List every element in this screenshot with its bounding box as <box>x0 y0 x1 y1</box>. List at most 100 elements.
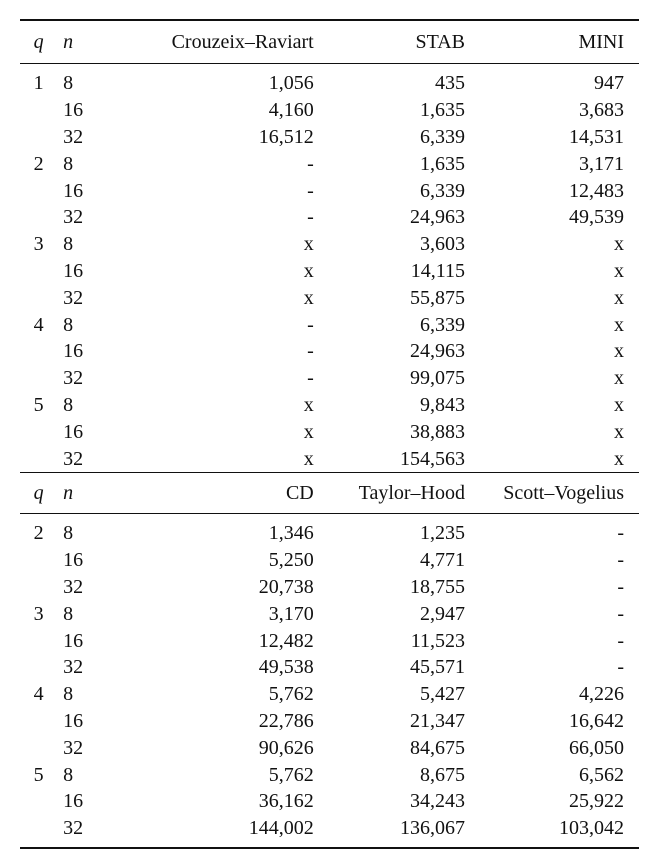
table2-cell-col-a: 1,346 <box>115 512 314 547</box>
table2-cell-col-a: 5,250 <box>268 549 314 572</box>
table1-cell-col-a: x <box>303 420 314 443</box>
table1-cell-n: 16 <box>63 340 84 363</box>
table2-cell-q: 5 <box>33 763 44 786</box>
table2-cell-q <box>20 654 57 681</box>
table1-cell-col-c: x <box>614 233 624 256</box>
table1-cell-col-c: x <box>614 447 624 470</box>
table1-cell-col-b: 435 <box>313 62 465 97</box>
table1-cell-q <box>20 97 57 124</box>
table2-cell-n: 8 <box>63 602 74 625</box>
table2-header-cd: CD <box>115 471 314 514</box>
table-row: 4 8 - 6,339 x <box>20 311 639 338</box>
table1-cell-col-a: - <box>307 152 314 175</box>
table2-cell-col-b: 2,947 <box>420 602 465 625</box>
table1-cell-col-c: x <box>614 286 624 309</box>
table-row: 32 - 24,963 49,539 <box>20 204 639 231</box>
table1-cell-col-b: 1,635 <box>420 99 465 122</box>
table1-cell-col-a: 16,512 <box>258 125 314 148</box>
table1-cell-col-a: x <box>303 447 314 470</box>
table2-cell-q <box>20 788 57 815</box>
table-row: 4 8 5,762 5,427 4,226 <box>20 681 639 708</box>
table1-cell-col-a: x <box>303 286 314 309</box>
table1-cell-col-c: x <box>614 393 624 416</box>
table1-cell-col-b: 1,635 <box>420 152 465 175</box>
dof-table: q n Crouzeix–Raviart STAB MINI 1 8 1,056 43… <box>20 19 639 849</box>
table2-cell-n: 8 <box>57 512 116 547</box>
table2-cell-col-c: 66,050 <box>569 736 624 759</box>
table2-cell-col-b: 8,675 <box>420 763 465 786</box>
table2-cell-col-c: 16,642 <box>569 709 624 732</box>
table1-cell-q: 3 <box>33 233 44 256</box>
table2-cell-col-a: 36,162 <box>258 790 314 813</box>
table2-cell-col-b: 5,427 <box>420 683 465 706</box>
table-row: 1 8 1,056 435 947 <box>20 62 639 97</box>
table1-cell-q <box>20 204 57 231</box>
table2-cell-q <box>20 627 57 654</box>
table1-cell-q <box>20 177 57 204</box>
table2-cell-col-b: 84,675 <box>410 736 465 759</box>
table2-cell-n: 16 <box>63 549 84 572</box>
table1-cell-col-b: 3,603 <box>420 233 465 256</box>
table2-cell-n: 16 <box>63 790 84 813</box>
table1-cell-col-a: - <box>307 313 314 336</box>
table1-cell-col-c: x <box>614 259 624 282</box>
table1-cell-q <box>20 365 57 392</box>
table2-cell-n: 16 <box>63 629 84 652</box>
table1-cell-col-c: x <box>614 313 624 336</box>
table2-cell-col-c: - <box>465 512 639 547</box>
table1-cell-n: 8 <box>63 152 74 175</box>
table1-cell-col-c: 3,683 <box>579 99 624 122</box>
table1-cell-col-a: 1,056 <box>115 62 314 97</box>
table2-cell-col-b: 21,347 <box>410 709 465 732</box>
table2-cell-col-b: 11,523 <box>410 629 465 652</box>
table-row: 32 - 99,075 x <box>20 365 639 392</box>
table-row: 32 144,002 136,067 103,042 <box>20 814 639 849</box>
table-row: 2 8 1,346 1,235- <box>20 512 639 547</box>
table1-cell-col-a: - <box>307 340 314 363</box>
table1-cell-col-b: 24,963 <box>410 206 465 229</box>
table2-header-scott-vogelius: Scott–Vogelius <box>465 471 639 514</box>
table1-cell-col-b: 24,963 <box>410 340 465 363</box>
table1-cell-col-b: 14,115 <box>410 259 465 282</box>
table1-cell-n: 32 <box>63 447 84 470</box>
table2-cell-n: 32 <box>63 736 84 759</box>
table-row: 16 36,162 34,243 25,922 <box>20 788 639 815</box>
table2-cell-n: 32 <box>57 814 116 849</box>
table1-cell-n: 8 <box>63 313 74 336</box>
table2-cell-col-b: 1,235 <box>313 512 465 547</box>
table1-cell-col-a: x <box>303 233 314 256</box>
table1-cell-n: 16 <box>63 420 84 443</box>
table2-cell-col-a: 12,482 <box>258 629 314 652</box>
table2-cell-n: 8 <box>63 683 74 706</box>
table-row: 32 90,626 84,675 66,050 <box>20 734 639 761</box>
table2-cell-col-b: 45,571 <box>410 656 465 679</box>
table1-cell-col-b: 6,339 <box>420 125 465 148</box>
table1-cell-col-c: 3,171 <box>579 152 624 175</box>
table2-cell-n: 32 <box>63 575 84 598</box>
table-row: 16 5,250 4,771 - <box>20 547 639 574</box>
table1-header-mini: MINI <box>465 19 639 64</box>
table1-header-crouzeix-raviart: Crouzeix–Raviart <box>115 19 314 64</box>
table2-header-q: q <box>20 471 58 514</box>
table2-cell-col-c: - <box>617 629 624 652</box>
table2-cell-col-a: 90,626 <box>258 736 314 759</box>
table1-cell-n: 32 <box>63 125 84 148</box>
table1-cell-col-c: 947 <box>465 62 639 97</box>
table1-cell-col-c: 14,531 <box>569 125 624 148</box>
table-row: 16 22,786 21,347 16,642 <box>20 708 639 735</box>
table-row: 5 8 x 9,843 x <box>20 392 639 419</box>
table1-cell-col-b: 55,875 <box>410 286 465 309</box>
table2-cell-n: 8 <box>63 763 74 786</box>
table1-cell-col-a: 4,160 <box>268 99 314 122</box>
table1-cell-n: 32 <box>63 367 84 390</box>
table2-cell-q <box>20 814 58 849</box>
table2-cell-col-c: - <box>617 602 624 625</box>
table1-cell-col-b: 6,339 <box>420 313 465 336</box>
table1-header-row: q n Crouzeix–Raviart STAB MINI <box>20 19 639 64</box>
table2-cell-col-a: 3,170 <box>268 602 314 625</box>
table1-cell-col-b: 6,339 <box>420 179 465 202</box>
table1-header-stab: STAB <box>313 19 465 64</box>
table2-cell-col-a: 49,538 <box>258 656 314 679</box>
table1-cell-n: 16 <box>63 259 84 282</box>
